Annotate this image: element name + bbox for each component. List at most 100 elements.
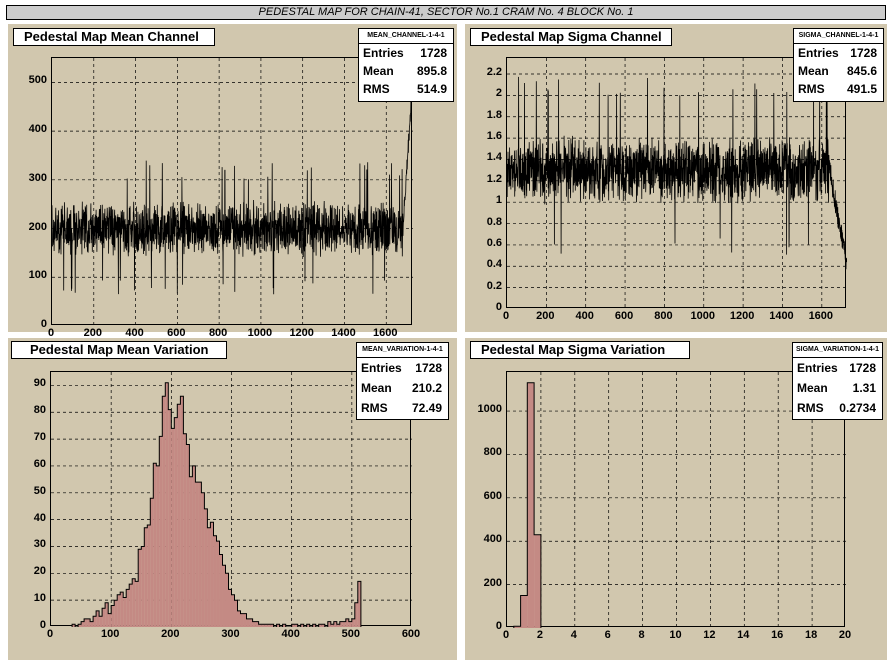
histogram-bar — [237, 610, 241, 627]
y-tick-label: 1.4 — [486, 151, 502, 164]
histogram-bar — [72, 624, 76, 627]
y-tick-label: 0.4 — [486, 258, 502, 271]
histogram-bar — [129, 584, 133, 627]
stats-label-entries: Entries — [797, 361, 838, 375]
histogram-bar — [138, 549, 142, 627]
stats-label-rms: RMS — [361, 401, 388, 415]
histogram-bar — [312, 624, 316, 627]
histogram-bar — [270, 624, 274, 627]
histogram-bar — [216, 541, 220, 627]
stats-value-rms: 72.49 — [411, 401, 442, 415]
histogram-bar — [342, 621, 346, 627]
histogram-bar — [111, 605, 115, 627]
histogram-bar — [186, 444, 190, 627]
y-tick-label: 60 — [33, 457, 46, 470]
x-tick-label: 1400 — [331, 327, 356, 339]
plot-area-sigma-channel — [506, 57, 847, 309]
histogram-bar — [336, 624, 340, 627]
stats-label-entries: Entries — [798, 46, 839, 60]
histogram-bar — [126, 589, 130, 627]
x-tick-label: 200 — [536, 310, 555, 322]
y-tick-label: 80 — [33, 404, 46, 417]
stats-label-entries: Entries — [361, 361, 402, 375]
histogram-bar — [252, 621, 256, 627]
mean-channel-chart — [52, 58, 413, 326]
histogram-bar — [102, 608, 106, 627]
stats-row-entries: Entries 1728 — [359, 44, 453, 62]
y-tick-label: 2.2 — [486, 66, 502, 79]
x-tick-label: 800 — [654, 310, 673, 322]
x-tick-label: 2 — [536, 629, 543, 641]
y-tick-label: 1.6 — [486, 130, 502, 143]
histogram-bar — [87, 618, 91, 627]
histogram-bar — [168, 409, 172, 627]
y-tick-label: 400 — [483, 533, 502, 546]
y-tick-label: 1 — [495, 194, 502, 207]
histogram-bar — [162, 396, 166, 627]
x-tick-label: 18 — [804, 629, 818, 641]
pad-mean-channel: Pedestal Map Mean Channel MEAN_CHANNEL-1… — [8, 24, 457, 339]
stats-label-mean: Mean — [798, 64, 829, 78]
y-tick-label: 100 — [28, 269, 47, 282]
histogram-bar — [267, 624, 271, 627]
histogram-bar — [520, 595, 528, 628]
x-tick-label: 4 — [570, 629, 577, 641]
histogram-bar — [141, 546, 145, 627]
stats-value-mean: 210.2 — [411, 381, 442, 395]
x-tick-label: 0 — [502, 629, 510, 641]
histogram-bar — [513, 626, 521, 628]
panel-title-mean-channel: Pedestal Map Mean Channel — [13, 28, 215, 46]
histogram-bar — [90, 621, 94, 627]
plot-area-sigma-variation — [506, 371, 846, 628]
histogram-bar — [108, 613, 112, 627]
stats-value-mean: 1.31 — [852, 381, 876, 395]
panel-title-mean-variation: Pedestal Map Mean Variation — [11, 341, 227, 359]
histogram-bar — [147, 525, 151, 627]
stats-label-entries: Entries — [363, 46, 404, 60]
y-tick-label: 500 — [28, 74, 47, 87]
stats-value-mean: 895.8 — [416, 64, 447, 78]
histogram-bar — [318, 624, 322, 627]
x-tick-label: 400 — [575, 310, 594, 322]
panel-title-sigma-variation: Pedestal Map Sigma Variation — [470, 341, 690, 359]
pad-sigma-variation: Pedestal Map Sigma Variation SIGMA_VARIA… — [465, 338, 887, 660]
histogram-bar — [330, 624, 334, 627]
stats-label-mean: Mean — [361, 381, 392, 395]
stats-label-rms: RMS — [363, 82, 390, 96]
histogram-bar — [240, 613, 244, 627]
stats-box-sigma-variation: SIGMA_VARIATION-1-4-1 Entries 1728 Mean 1.… — [792, 342, 883, 420]
y-tick-label: 0.8 — [486, 215, 502, 228]
histogram-bar — [132, 578, 136, 627]
x-tick-label: 1000 — [690, 310, 715, 322]
plot-area-mean-channel — [51, 57, 413, 326]
histogram-bar — [93, 616, 97, 627]
stats-value-entries: 1728 — [849, 361, 876, 375]
histogram-bar — [534, 534, 541, 628]
y-tick-label: 0.2 — [486, 279, 502, 292]
histogram-bar — [195, 482, 199, 627]
stats-row-entries: Entries 1728 — [794, 44, 883, 62]
histogram-bar — [192, 465, 196, 627]
pad-mean-variation: Pedestal Map Mean Variation MEAN_VARIATI… — [8, 338, 457, 660]
stats-row-mean: Mean 210.2 — [357, 378, 448, 398]
histogram-bar — [339, 621, 343, 627]
histogram-bar — [231, 594, 235, 627]
x-tick-label: 200 — [161, 628, 180, 640]
x-tick-label: 8 — [638, 629, 645, 641]
histogram-bar — [81, 621, 85, 627]
histogram-bar — [84, 618, 88, 627]
y-tick-label: 90 — [33, 377, 46, 390]
x-tick-label: 0 — [47, 327, 55, 339]
x-tick-label: 14 — [737, 629, 750, 641]
x-tick-label: 800 — [208, 327, 228, 339]
stats-box-mean-variation: MEAN_VARIATION-1-4-1 Entries 1728 Mean 210… — [356, 342, 449, 420]
stats-row-rms: RMS 72.49 — [357, 398, 448, 418]
x-tick-label: 1600 — [808, 310, 834, 322]
stats-row-mean: Mean 1.31 — [793, 378, 882, 398]
y-tick-label: 0 — [495, 620, 502, 632]
histogram-bar — [294, 624, 298, 627]
x-tick-label: 200 — [83, 327, 102, 339]
x-tick-label: 1400 — [769, 310, 794, 322]
x-tick-label: 600 — [167, 327, 186, 339]
y-tick-label: 20 — [33, 565, 46, 578]
